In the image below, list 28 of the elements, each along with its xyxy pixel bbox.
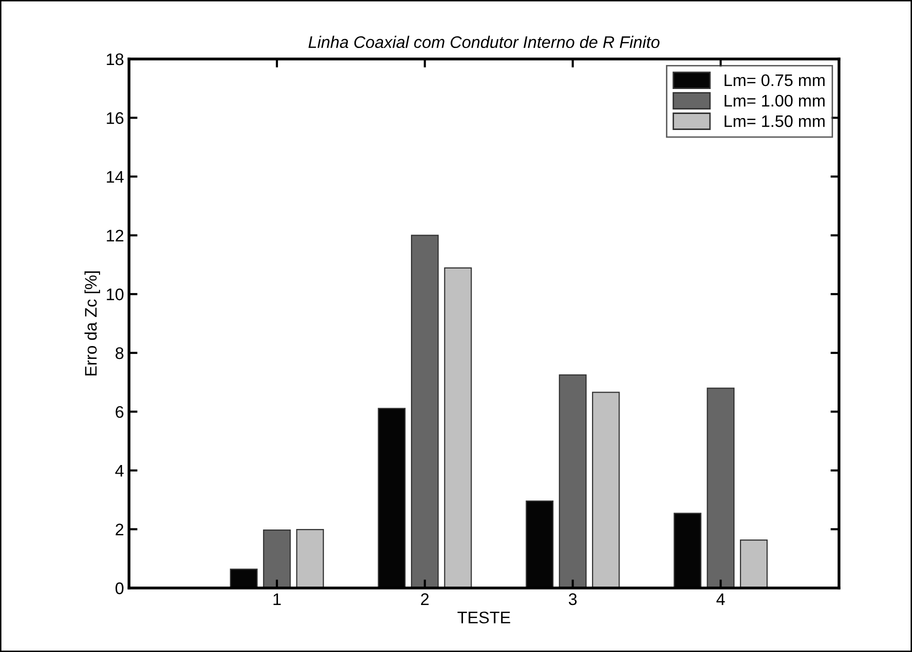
bar: [296, 528, 324, 588]
legend-label: Lm= 0.75 mm: [724, 74, 825, 86]
y-tick-label: 14: [106, 171, 124, 183]
x-tick-label: 1: [274, 593, 281, 605]
bar: [410, 234, 439, 588]
y-tick-label: 12: [106, 230, 124, 242]
bar: [592, 392, 620, 588]
chart-title: Linha Coaxial com Condutor Interno de R Finito: [308, 36, 660, 48]
legend-label: Lm= 1.00 mm: [724, 94, 825, 107]
bar: [706, 388, 735, 588]
x-tick-label: 4: [716, 593, 725, 605]
y-tick-label: 6: [116, 406, 124, 418]
x-tick-label: 2: [421, 593, 429, 605]
y-tick-label: 16: [106, 112, 124, 124]
bar: [558, 374, 587, 588]
y-tick-label: 0: [116, 582, 124, 594]
x-tick-label: 3: [568, 593, 577, 606]
y-tick-label: 8: [116, 347, 124, 360]
y-tick-label: 4: [115, 465, 124, 476]
x-axis-title: TESTE: [458, 612, 510, 624]
bar: [263, 530, 291, 588]
bar: [740, 540, 768, 588]
y-tick-label: 18: [106, 53, 124, 66]
legend-label: Lm= 1.50 mm: [724, 115, 825, 128]
y-axis-title: Erro da Zc [%]: [84, 271, 100, 376]
y-tick-label: 10: [106, 288, 124, 300]
bar: [444, 267, 472, 588]
y-tick-label: 2: [116, 524, 124, 536]
